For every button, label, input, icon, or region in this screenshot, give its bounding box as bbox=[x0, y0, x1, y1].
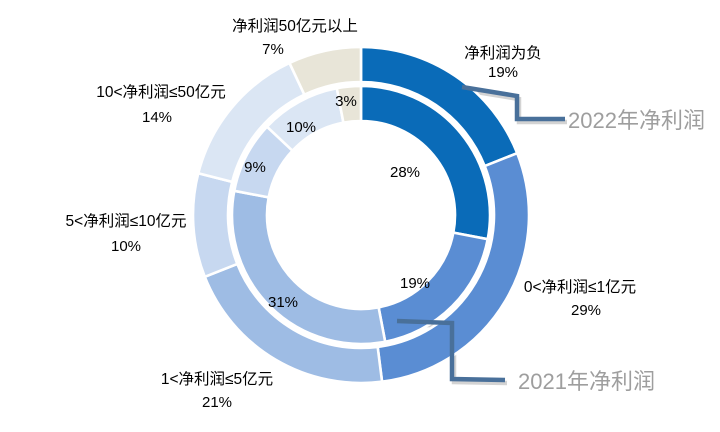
inner-percent-2: 31% bbox=[268, 294, 298, 311]
donut-slice-inner-5 bbox=[335, 84, 363, 124]
series-callout-label-2022: 2022年净利润 bbox=[568, 108, 705, 133]
callout-connector-2022年净利润 bbox=[461, 84, 565, 122]
category-percent-1: 29% bbox=[571, 302, 601, 319]
donut-rings bbox=[191, 45, 531, 385]
callout-connector-2021年净利润 bbox=[396, 318, 506, 383]
category-percent-0: 19% bbox=[488, 64, 518, 81]
category-label-1: 0<净利润≤1亿元 bbox=[524, 278, 636, 296]
category-percent-2: 21% bbox=[202, 394, 232, 411]
category-percent-3: 10% bbox=[111, 238, 141, 255]
series-callout-label-2021: 2021年净利润 bbox=[518, 369, 655, 394]
category-label-3: 5<净利润≤10亿元 bbox=[66, 212, 187, 230]
category-label-2: 1<净利润≤5亿元 bbox=[161, 370, 273, 388]
inner-percent-5: 3% bbox=[335, 93, 357, 110]
category-label-5: 净利润50亿元以上 bbox=[232, 17, 358, 35]
category-percent-4: 14% bbox=[142, 109, 172, 126]
category-percent-5: 7% bbox=[262, 41, 284, 58]
chart-labels: 净利润为负 19% 0<净利润≤1亿元 29% 1<净利润≤5亿元 21% 5<净利润≤10… bbox=[66, 17, 705, 411]
donut-slice-outer-5 bbox=[288, 45, 363, 96]
inner-percent-0: 28% bbox=[390, 164, 420, 181]
inner-percent-1: 19% bbox=[400, 275, 430, 292]
category-label-0: 净利润为负 bbox=[464, 44, 542, 62]
inner-percent-3: 9% bbox=[244, 159, 266, 176]
donut-slice-outer-3 bbox=[191, 171, 239, 279]
inner-percent-4: 10% bbox=[286, 119, 316, 136]
category-label-4: 10<净利润≤50亿元 bbox=[96, 83, 226, 101]
callout-connectors bbox=[396, 84, 565, 383]
